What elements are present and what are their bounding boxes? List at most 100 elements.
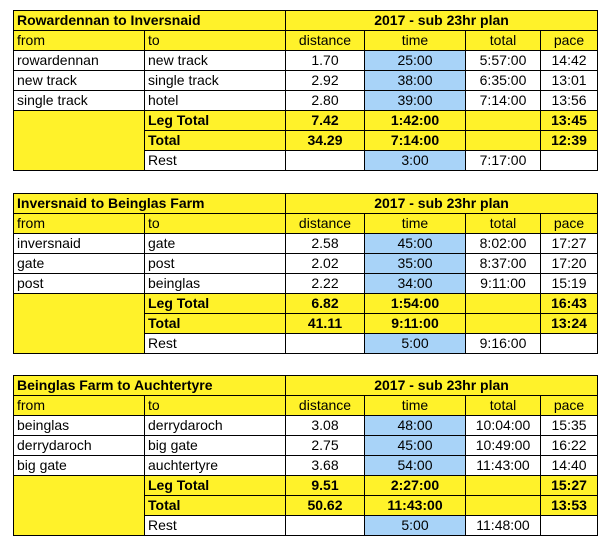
cell-from[interactable]: big gate	[13, 455, 145, 476]
col-header-distance[interactable]: distance	[285, 395, 365, 416]
cell-pace[interactable]: 15:19	[539, 273, 599, 294]
cell-time[interactable]: 48:00	[364, 415, 466, 436]
rest-time[interactable]: 5:00	[364, 515, 466, 536]
cell-from[interactable]: new track	[13, 70, 145, 91]
cell-pace[interactable]: 15:35	[539, 415, 599, 436]
leg-total-pace[interactable]: 16:43	[539, 293, 599, 314]
cell-distance[interactable]: 2.58	[285, 233, 365, 254]
plan-label[interactable]: 2017 - sub 23hr plan	[284, 375, 599, 396]
total-distance[interactable]: 50.62	[285, 495, 365, 516]
cell-total[interactable]: 6:35:00	[465, 70, 541, 91]
empty-cell[interactable]	[465, 130, 541, 151]
col-header-pace[interactable]: pace	[539, 30, 599, 51]
plan-label[interactable]: 2017 - sub 23hr plan	[284, 10, 599, 31]
cell-total[interactable]: 8:37:00	[465, 253, 541, 274]
cell-pace[interactable]: 13:01	[539, 70, 599, 91]
rest-label[interactable]: Rest	[144, 333, 286, 354]
total-time[interactable]: 7:14:00	[364, 130, 466, 151]
empty-cell[interactable]	[465, 110, 541, 131]
cell-total[interactable]: 8:02:00	[465, 233, 541, 254]
leg-total-time[interactable]: 2:27:00	[364, 475, 466, 496]
cell-time[interactable]: 34:00	[364, 273, 466, 294]
cell-to[interactable]: derrydaroch	[144, 415, 286, 436]
cell-from[interactable]: derrydaroch	[13, 435, 145, 456]
col-header-distance[interactable]: distance	[285, 213, 365, 234]
total-distance[interactable]: 41.11	[285, 313, 365, 334]
total-time[interactable]: 9:11:00	[364, 313, 466, 334]
cell-to[interactable]: post	[144, 253, 286, 274]
col-header-from[interactable]: from	[13, 213, 145, 234]
col-header-from[interactable]: from	[13, 395, 145, 416]
total-label[interactable]: Total	[144, 313, 286, 334]
empty-cell[interactable]	[539, 333, 599, 354]
cell-time[interactable]: 45:00	[364, 435, 466, 456]
leg-total-time[interactable]: 1:42:00	[364, 110, 466, 131]
cell-from[interactable]: inversnaid	[13, 233, 145, 254]
cell-to[interactable]: beinglas	[144, 273, 286, 294]
cell-distance[interactable]: 3.08	[285, 415, 365, 436]
cell-total[interactable]: 10:49:00	[465, 435, 541, 456]
cell-distance[interactable]: 2.02	[285, 253, 365, 274]
cell-pace[interactable]: 17:20	[539, 253, 599, 274]
total-pace[interactable]: 13:53	[539, 495, 599, 516]
cell-distance[interactable]: 2.92	[285, 70, 365, 91]
col-header-to[interactable]: to	[144, 30, 286, 51]
empty-cell[interactable]	[465, 495, 541, 516]
leg-total-label[interactable]: Leg Total	[144, 475, 286, 496]
empty-cell[interactable]	[285, 515, 365, 536]
cell-from[interactable]: rowardennan	[13, 50, 145, 71]
col-header-to[interactable]: to	[144, 213, 286, 234]
cell-to[interactable]: gate	[144, 233, 286, 254]
leg-total-pace[interactable]: 13:45	[539, 110, 599, 131]
empty-cell[interactable]	[13, 110, 145, 171]
rest-label[interactable]: Rest	[144, 515, 286, 536]
empty-cell[interactable]	[13, 293, 145, 354]
rest-total[interactable]: 9:16:00	[465, 333, 541, 354]
empty-cell[interactable]	[465, 475, 541, 496]
leg-total-label[interactable]: Leg Total	[144, 293, 286, 314]
col-header-total[interactable]: total	[465, 30, 541, 51]
leg-total-distance[interactable]: 7.42	[285, 110, 365, 131]
col-header-pace[interactable]: pace	[539, 213, 599, 234]
leg-title[interactable]: Rowardennan to Inversnaid	[13, 10, 286, 31]
col-header-pace[interactable]: pace	[539, 395, 599, 416]
cell-distance[interactable]: 1.70	[285, 50, 365, 71]
total-label[interactable]: Total	[144, 130, 286, 151]
cell-to[interactable]: new track	[144, 50, 286, 71]
total-time[interactable]: 11:43:00	[364, 495, 466, 516]
rest-time[interactable]: 5:00	[364, 333, 466, 354]
cell-from[interactable]: single track	[13, 90, 145, 111]
empty-cell[interactable]	[539, 150, 599, 171]
cell-time[interactable]: 54:00	[364, 455, 466, 476]
cell-pace[interactable]: 14:42	[539, 50, 599, 71]
cell-distance[interactable]: 2.75	[285, 435, 365, 456]
col-header-from[interactable]: from	[13, 30, 145, 51]
leg-total-time[interactable]: 1:54:00	[364, 293, 466, 314]
cell-pace[interactable]: 17:27	[539, 233, 599, 254]
cell-time[interactable]: 38:00	[364, 70, 466, 91]
leg-total-label[interactable]: Leg Total	[144, 110, 286, 131]
leg-title[interactable]: Inversnaid to Beinglas Farm	[13, 193, 286, 214]
cell-distance[interactable]: 2.80	[285, 90, 365, 111]
leg-title[interactable]: Beinglas Farm to Auchtertyre	[13, 375, 286, 396]
col-header-time[interactable]: time	[364, 30, 466, 51]
cell-time[interactable]: 25:00	[364, 50, 466, 71]
col-header-time[interactable]: time	[364, 213, 466, 234]
total-label[interactable]: Total	[144, 495, 286, 516]
cell-pace[interactable]: 13:56	[539, 90, 599, 111]
empty-cell[interactable]	[465, 293, 541, 314]
col-header-to[interactable]: to	[144, 395, 286, 416]
cell-distance[interactable]: 3.68	[285, 455, 365, 476]
cell-from[interactable]: beinglas	[13, 415, 145, 436]
cell-time[interactable]: 45:00	[364, 233, 466, 254]
rest-total[interactable]: 11:48:00	[465, 515, 541, 536]
rest-time[interactable]: 3:00	[364, 150, 466, 171]
empty-cell[interactable]	[465, 313, 541, 334]
col-header-total[interactable]: total	[465, 213, 541, 234]
cell-pace[interactable]: 14:40	[539, 455, 599, 476]
cell-to[interactable]: auchtertyre	[144, 455, 286, 476]
rest-label[interactable]: Rest	[144, 150, 286, 171]
leg-total-distance[interactable]: 9.51	[285, 475, 365, 496]
cell-total[interactable]: 9:11:00	[465, 273, 541, 294]
cell-total[interactable]: 11:43:00	[465, 455, 541, 476]
